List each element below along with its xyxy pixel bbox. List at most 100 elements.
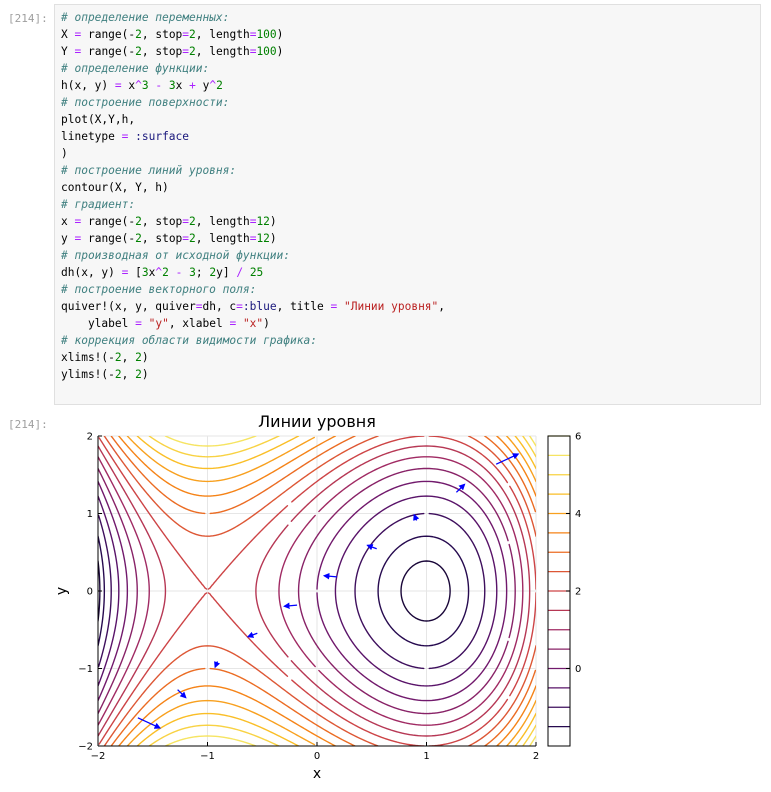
code-token: ) [263, 317, 270, 330]
code-line: # коррекция области видимости графика: [61, 332, 317, 349]
code-token: y [61, 232, 75, 245]
code-token: = [229, 317, 237, 330]
code-token: 2 [189, 232, 196, 245]
code-token: contour(X, Y, h) [61, 181, 169, 194]
code-token: 3 [141, 266, 149, 279]
code-token: , title [276, 300, 331, 313]
code-line: xlims!(-2, 2) [61, 349, 149, 366]
quiver-arrows [137, 453, 520, 729]
code-token: , xlabel [168, 317, 230, 330]
code-token: = [135, 317, 142, 330]
code-token [337, 300, 344, 313]
quiver-arrow [214, 661, 221, 669]
code-token: ) [61, 147, 68, 160]
quiver-arrow [246, 631, 258, 638]
y-tick-label: −2 [78, 742, 93, 753]
y-tick-label: 1 [87, 509, 93, 520]
code-token: = [121, 266, 129, 279]
code-token: = [195, 300, 203, 313]
colorbar-tick-label: 2 [575, 587, 581, 598]
code-line: h(x, y) = x^3 - 3x + y^2 [61, 77, 223, 94]
code-token: - [155, 79, 163, 92]
code-token: range(- [81, 215, 136, 228]
y-axis-label: y [54, 587, 70, 595]
x-tick-label: −2 [91, 751, 106, 762]
code-token: + [189, 79, 196, 92]
code-token: = [74, 215, 82, 228]
y-tick-label: 0 [87, 587, 93, 598]
code-token: # производная от исходной функции: [61, 249, 291, 262]
code-token: :surface [135, 130, 190, 143]
code-line: dh(x, y) = [3x^2 - 3; 2y] / 25 [61, 264, 263, 281]
code-token: # построение линий уровня: [61, 164, 237, 177]
contour-lines [98, 436, 536, 746]
quiver-arrow [413, 513, 420, 521]
code-token: x [61, 215, 75, 228]
code-token: , stop [141, 215, 183, 228]
code-token: 2 [135, 45, 142, 58]
code-token: ^ [135, 79, 142, 92]
code-line: ylims!(-2, 2) [61, 366, 149, 383]
code-token: , [121, 368, 136, 381]
code-token: , stop [141, 232, 183, 245]
code-token: ylabel [61, 317, 136, 330]
code-token: - [175, 266, 183, 279]
code-token: # построение поверхности: [61, 96, 230, 109]
quiver-arrow [137, 717, 162, 729]
code-token: # определение переменных: [61, 11, 230, 24]
code-token: quiver!(x, y, quiver [61, 300, 196, 313]
code-token: ) [276, 28, 284, 41]
code-token: = [330, 300, 338, 313]
code-token: xlims!(- [61, 351, 115, 364]
code-token: = [114, 79, 122, 92]
code-token: 12 [256, 232, 270, 245]
code-line: linetype = :surface [61, 128, 189, 145]
code-token: "y" [148, 317, 169, 330]
code-token [236, 317, 243, 330]
code-cell[interactable]: # определение переменных: X = range(-2, s… [54, 4, 761, 405]
code-token: 2 [189, 45, 196, 58]
quiver-arrow [177, 689, 187, 699]
code-token: = [249, 28, 257, 41]
code-token: 100 [256, 45, 277, 58]
code-token: = [249, 215, 257, 228]
code-token: ^ [155, 266, 163, 279]
code-token: = [249, 232, 257, 245]
code-token: 100 [256, 28, 277, 41]
code-token: dh, c [202, 300, 237, 313]
code-token: = [236, 300, 243, 313]
code-token: x [121, 79, 136, 92]
code-token: dh(x, y) [61, 266, 122, 279]
code-token: # градиент: [61, 198, 136, 211]
code-token: # определение функции: [61, 62, 210, 75]
contour-line [136, 436, 536, 746]
code-token: plot(X,Y,h, [61, 113, 136, 126]
code-token: 2 [114, 368, 122, 381]
code-token: ) [276, 45, 284, 58]
code-line: ylabel = "y", xlabel = "x") [61, 315, 270, 332]
colorbar: 6 4 2 0 [547, 432, 581, 747]
quiver-arrow [322, 572, 337, 580]
contour-line [98, 436, 536, 746]
code-token: :blue [242, 300, 277, 313]
code-token: range(- [81, 232, 136, 245]
code-token [169, 266, 176, 279]
code-token: # построение векторного поля: [61, 283, 257, 296]
code-token: , length [195, 28, 250, 41]
code-token: , stop [141, 45, 183, 58]
code-token: , stop [141, 28, 183, 41]
code-token: 2 [135, 215, 142, 228]
code-line: quiver!(x, y, quiver=dh, c=:blue, title … [61, 298, 445, 315]
code-line: # градиент: [61, 196, 135, 213]
code-token: ) [141, 368, 149, 381]
code-line: # построение линий уровня: [61, 162, 236, 179]
code-token: 12 [256, 215, 270, 228]
code-token: = [249, 45, 257, 58]
code-token: [ [128, 266, 142, 279]
code-token: 2 [189, 28, 196, 41]
output-prompt: [214]: [8, 418, 48, 431]
code-token [243, 266, 250, 279]
code-token: x [148, 266, 156, 279]
code-token: Y [61, 45, 75, 58]
code-token: X [61, 28, 75, 41]
